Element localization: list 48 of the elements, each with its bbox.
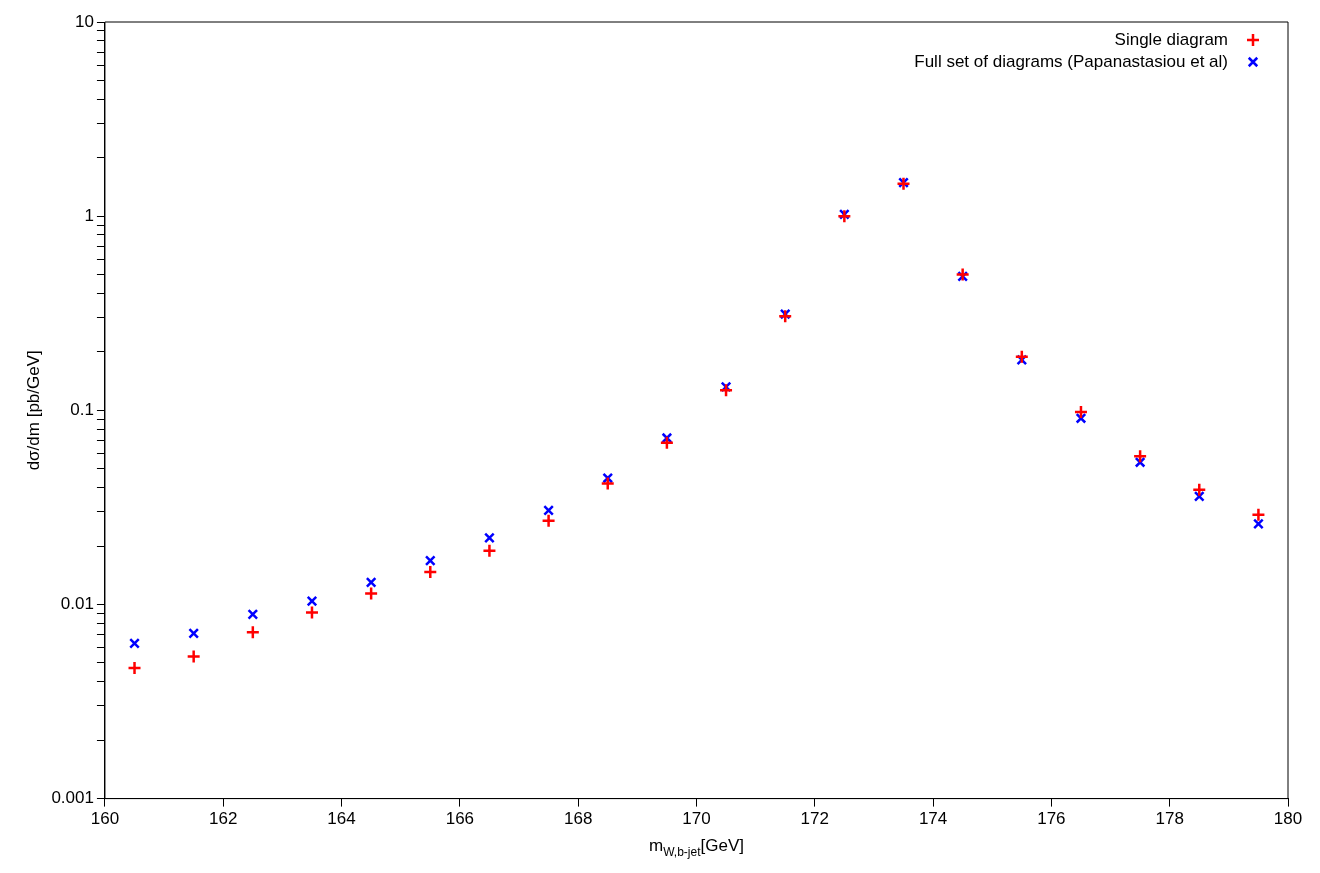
- point: [837, 208, 852, 224]
- y-tick-label: 0.001: [51, 788, 94, 808]
- x-tick-label: 166: [445, 809, 475, 829]
- point: [423, 564, 438, 580]
- point: [541, 513, 556, 528]
- x-tick-label: 160: [90, 809, 120, 829]
- point: [188, 627, 200, 639]
- x-tick-label: 162: [209, 809, 238, 829]
- point: [127, 660, 142, 676]
- point: [1252, 518, 1264, 530]
- point: [306, 595, 318, 607]
- point: [424, 555, 436, 567]
- point: [659, 435, 675, 451]
- y-tick-label: 0.01: [60, 594, 94, 614]
- point: [1192, 482, 1207, 497]
- point: [363, 586, 379, 601]
- x-tick-label: 178: [1155, 809, 1184, 829]
- point: [129, 637, 141, 649]
- point: [543, 504, 555, 516]
- y-tick-label: 1: [84, 205, 94, 225]
- point: [600, 476, 615, 491]
- x-tick-label: 176: [1037, 809, 1066, 829]
- y-tick-label: 0.1: [70, 399, 94, 419]
- x-tick-label: 172: [800, 809, 829, 829]
- point: [718, 382, 734, 398]
- point: [1014, 349, 1030, 364]
- x-tick-label: 164: [327, 809, 356, 829]
- point: [245, 624, 261, 640]
- point: [1132, 448, 1148, 464]
- point: [1134, 456, 1146, 468]
- point: [483, 532, 495, 544]
- legend-label: Single diagram: [1114, 29, 1228, 49]
- point: [1073, 404, 1089, 420]
- point: [777, 309, 793, 324]
- point: [365, 576, 377, 588]
- y-axis-title: dσ/dm [pb/GeV]: [23, 350, 43, 471]
- x-tick-label: 170: [682, 809, 711, 829]
- legend-label: Full set of diagrams (Papanastasiou et al): [914, 51, 1228, 71]
- x-tick-label: 168: [563, 809, 593, 829]
- point: [1251, 507, 1266, 522]
- y-tick-label: 10: [75, 11, 94, 31]
- x-tick-label: 180: [1273, 809, 1303, 829]
- point: [247, 608, 259, 620]
- point: [304, 605, 320, 620]
- point: [482, 543, 497, 559]
- point: [1075, 412, 1087, 424]
- point: [186, 649, 201, 664]
- x-tick-label: 174: [918, 809, 948, 829]
